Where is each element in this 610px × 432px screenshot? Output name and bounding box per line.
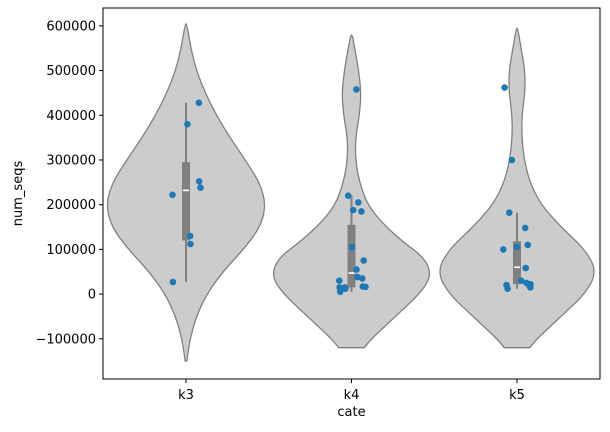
data-point-k5 bbox=[513, 243, 521, 251]
data-point-k4 bbox=[349, 206, 357, 214]
violin-k5 bbox=[439, 27, 595, 349]
data-point-k4 bbox=[353, 86, 360, 93]
data-point-k4 bbox=[358, 208, 365, 215]
data-point-k5 bbox=[500, 246, 507, 253]
data-point-k5 bbox=[523, 279, 530, 287]
data-point-k4 bbox=[353, 266, 360, 273]
y-tick-label: 200000 bbox=[46, 198, 96, 213]
data-point-k3 bbox=[169, 278, 177, 286]
y-tick-label: 600000 bbox=[46, 19, 96, 34]
x-tick-label-k3: k3 bbox=[178, 388, 194, 403]
data-point-k4 bbox=[348, 243, 356, 251]
data-point-k5 bbox=[522, 264, 529, 272]
data-point-k4 bbox=[355, 199, 362, 206]
y-axis-title: num_seqs bbox=[11, 161, 26, 227]
data-point-k4 bbox=[336, 277, 343, 285]
data-point-k5 bbox=[524, 241, 532, 249]
plot-layer bbox=[106, 22, 595, 362]
box-k5 bbox=[513, 241, 521, 285]
y-tick-label: 500000 bbox=[46, 64, 96, 79]
data-point-k4 bbox=[359, 283, 367, 290]
data-point-k3 bbox=[197, 184, 204, 191]
x-tick-label-k4: k4 bbox=[344, 388, 360, 403]
data-point-k4 bbox=[354, 273, 361, 281]
y-tick-label: −100000 bbox=[35, 332, 96, 347]
data-point-k5 bbox=[501, 84, 508, 91]
data-point-k3 bbox=[195, 99, 203, 107]
data-point-k3 bbox=[187, 240, 194, 248]
data-point-k4 bbox=[360, 257, 368, 264]
data-point-k5 bbox=[506, 209, 513, 216]
x-tick-label-k5: k5 bbox=[509, 388, 525, 403]
y-tick-label: 400000 bbox=[46, 109, 96, 124]
data-point-k3 bbox=[169, 191, 176, 199]
data-point-k5 bbox=[517, 277, 525, 285]
box-k4 bbox=[347, 224, 356, 288]
data-point-k5 bbox=[508, 156, 516, 164]
x-axis-title: cate bbox=[337, 405, 365, 420]
y-tick-label: 300000 bbox=[46, 153, 96, 168]
data-point-k4 bbox=[341, 284, 349, 291]
box-k3 bbox=[182, 162, 190, 241]
y-tick-label: 100000 bbox=[46, 243, 96, 258]
axes-layer: −100000 0 100000 200000 300000 400000 500000 60… bbox=[35, 19, 524, 403]
data-point-k3 bbox=[186, 232, 194, 240]
y-tick-label: 0 bbox=[88, 288, 96, 303]
data-point-k3 bbox=[195, 178, 203, 185]
data-point-k3 bbox=[184, 120, 191, 128]
violin-k4 bbox=[272, 34, 431, 349]
data-point-k5 bbox=[521, 224, 529, 232]
data-point-k5 bbox=[503, 281, 510, 289]
data-point-k4 bbox=[336, 284, 343, 291]
data-point-k4 bbox=[344, 192, 352, 199]
